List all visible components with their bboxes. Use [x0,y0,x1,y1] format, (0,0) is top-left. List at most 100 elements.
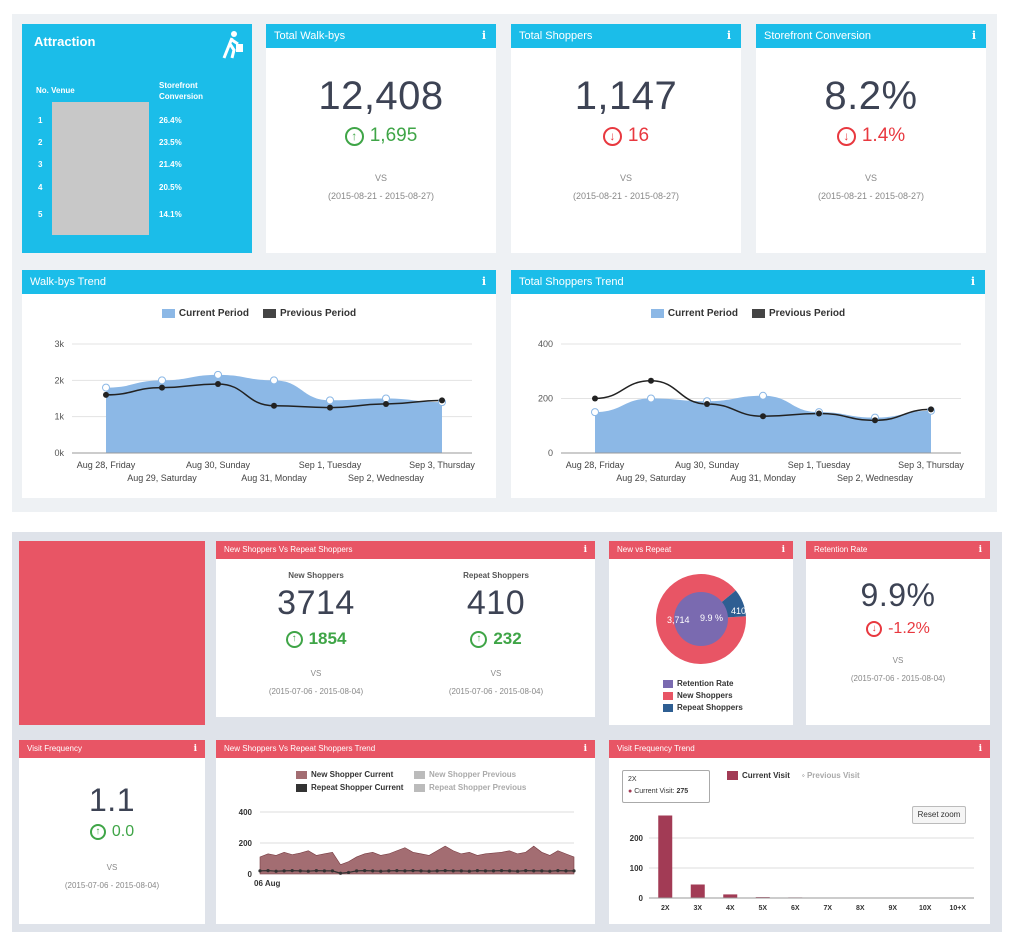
repeat-shopper-point[interactable] [266,868,270,873]
repeat-shopper-point[interactable] [306,869,310,873]
legend-item[interactable]: New Shopper Current [296,768,393,781]
repeat-shopper-point[interactable] [564,869,568,873]
retention-inner[interactable] [674,592,728,646]
bar[interactable] [690,884,705,899]
x-tick-label: Sep 3, Thursday [898,460,964,470]
legend-current[interactable]: Current Period [650,308,738,319]
previous-point[interactable] [704,400,710,407]
repeat-shopper-point[interactable] [516,869,520,873]
repeat-shopper-point[interactable] [322,869,327,873]
tooltip: 2X ● Current Visit: 275 [622,770,710,803]
repeat-shopper-point[interactable] [379,869,383,873]
date-range: (2015-08-21 - 2015-08-27) [817,191,925,201]
col-conversion: Storefront Conversion [159,81,204,101]
repeat-shopper-point[interactable] [298,869,302,873]
current-point[interactable] [759,391,767,400]
info-icon[interactable]: i [971,29,976,42]
info-icon[interactable]: i [978,744,982,754]
repeat-shopper-point[interactable] [403,869,407,873]
pie-legend-item[interactable]: Retention Rate [663,678,743,690]
previous-point[interactable] [159,384,165,391]
repeat-shopper-point[interactable] [540,869,544,873]
y-tick-label: 100 [630,864,644,873]
repeat-shopper-point[interactable] [290,868,294,873]
current-point[interactable] [158,376,166,385]
repeat-shopper-point[interactable] [572,869,576,873]
previous-point[interactable] [439,397,445,404]
repeat-shopper-point[interactable] [427,869,431,873]
info-icon[interactable]: i [978,545,982,555]
legend-previous[interactable]: Previous Period [262,308,356,319]
repeat-shopper-point[interactable] [499,868,504,873]
legend-previous[interactable]: Previous Period [751,308,845,319]
previous-point[interactable] [648,377,654,384]
current-point[interactable] [214,370,222,379]
previous-point[interactable] [816,410,822,417]
previous-point[interactable] [215,380,221,387]
bar[interactable] [658,815,673,899]
current-point[interactable] [647,394,655,403]
repeat-shopper-point[interactable] [556,868,560,873]
repeat-shopper-point[interactable] [475,868,479,873]
repeat-shopper-point[interactable] [338,871,343,875]
repeat-shopper-point[interactable] [459,869,463,873]
repeat-shopper-point[interactable] [346,870,351,875]
info-icon[interactable]: i [481,275,486,288]
previous-point[interactable] [872,417,878,424]
current-point[interactable] [102,383,110,392]
vs-label: VS [892,656,904,665]
legend-item[interactable]: Repeat Shopper Previous [414,781,526,794]
x-tick-label: Sep 1, Tuesday [788,460,851,470]
attraction-row-no: 5 [38,210,43,219]
info-icon[interactable]: i [583,545,587,555]
legend-item[interactable]: New Shopper Previous [414,768,516,781]
repeat-shopper-point[interactable] [258,869,262,873]
info-icon[interactable]: i [781,545,785,555]
current-point[interactable] [270,376,278,385]
pie-legend-item[interactable]: New Shoppers [663,690,743,702]
legend-item[interactable]: Repeat Shopper Current [296,781,403,794]
repeat-shopper-point[interactable] [419,869,423,873]
legend-previous-visit[interactable]: ◦ Previous Visit [801,771,860,780]
previous-point[interactable] [928,406,934,413]
current-point[interactable] [326,396,334,405]
repeat-shopper-point[interactable] [524,868,528,873]
repeat-shopper-point[interactable] [435,869,439,873]
previous-point[interactable] [327,404,333,411]
bar[interactable] [723,894,738,898]
repeat-shopper-point[interactable] [411,868,415,873]
info-icon[interactable]: i [726,29,731,42]
repeat-shopper-point[interactable] [548,869,552,873]
info-icon[interactable]: i [481,29,486,42]
repeat-shopper-point[interactable] [507,869,512,873]
repeat-shopper-point[interactable] [274,869,278,873]
info-icon[interactable]: i [193,744,197,754]
previous-point[interactable] [383,400,389,407]
repeat-shopper-point[interactable] [532,869,536,873]
legend-current[interactable]: Current Period [161,308,249,319]
legend-current-visit[interactable]: Current Visit [727,771,790,781]
previous-point[interactable] [103,391,109,398]
repeat-shopper-point[interactable] [330,869,335,873]
pie-legend-item[interactable]: Repeat Shoppers [663,702,743,714]
repeat-shopper-point[interactable] [395,868,399,873]
repeat-shopper-point[interactable] [371,869,375,873]
repeat-shopper-point[interactable] [451,869,455,873]
repeat-shopper-point[interactable] [282,869,286,873]
current-point[interactable] [591,408,599,417]
repeat-shopper-point[interactable] [443,868,447,873]
repeat-shopper-point[interactable] [387,869,391,873]
repeat-shopper-point[interactable] [355,869,359,873]
reset-zoom-button[interactable]: Reset zoom [912,806,966,824]
previous-point[interactable] [760,413,766,420]
previous-point[interactable] [592,395,598,402]
repeat-shopper-point[interactable] [491,869,496,873]
repeat-shopper-point[interactable] [483,869,488,873]
previous-point[interactable] [271,402,277,409]
repeat-shopper-point[interactable] [467,869,471,873]
walkbys-chart: 0k 1k 2k 3k Aug 28, Friday Aug 29, Saturday Au… [54,339,475,483]
info-icon[interactable]: i [970,275,975,288]
info-icon[interactable]: i [583,744,587,754]
repeat-shopper-point[interactable] [314,868,318,873]
repeat-shopper-point[interactable] [363,868,367,873]
